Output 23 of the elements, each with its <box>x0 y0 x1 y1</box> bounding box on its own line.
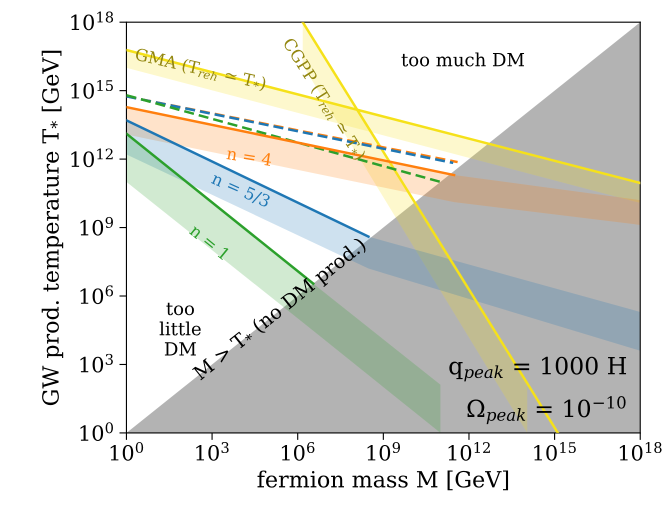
x-tick-label: 10$^{6}$ <box>282 442 314 461</box>
x-tick-label: 10$^{15}$ <box>534 442 576 461</box>
y-tick-label: 10$^{12}$ <box>71 148 113 168</box>
x-tick-label: 10$^{0}$ <box>110 442 144 461</box>
y-tick-label: 10$^{6}$ <box>80 285 114 304</box>
text: n = 1 <box>188 223 230 260</box>
text: n = 4 <box>226 146 272 166</box>
text: n = 5/3 <box>210 172 272 209</box>
annotation: too little DM <box>160 302 201 356</box>
y-tick-label: 10$^{0}$ <box>80 422 113 441</box>
text: CGPP (T$_{reh}$ ≃ T$_{*}$) <box>280 36 367 162</box>
y-axis-title: GW prod. temperature T$_{*}$ [GeV] <box>42 50 64 406</box>
x-tick-label: 10$^{18}$ <box>620 442 662 461</box>
y-tick-label: 10$^{18}$ <box>71 12 114 30</box>
y-tick-label: 10$^{9}$ <box>80 216 113 236</box>
annotation: too much DM <box>402 52 524 66</box>
x-tick-label: 10$^{3}$ <box>196 442 229 461</box>
y-tick-label: 10$^{15}$ <box>71 80 113 99</box>
x-tick-label: 10$^{12}$ <box>448 442 490 461</box>
x-axis-title: fermion mass M [GeV] <box>258 470 508 490</box>
x-tick-label: 10$^{9}$ <box>368 442 400 461</box>
y-tick-label: 10$^{3}$ <box>80 354 113 373</box>
text: GMA (T$_{reh}$ ≃ T$_{*}$) <box>134 47 267 92</box>
